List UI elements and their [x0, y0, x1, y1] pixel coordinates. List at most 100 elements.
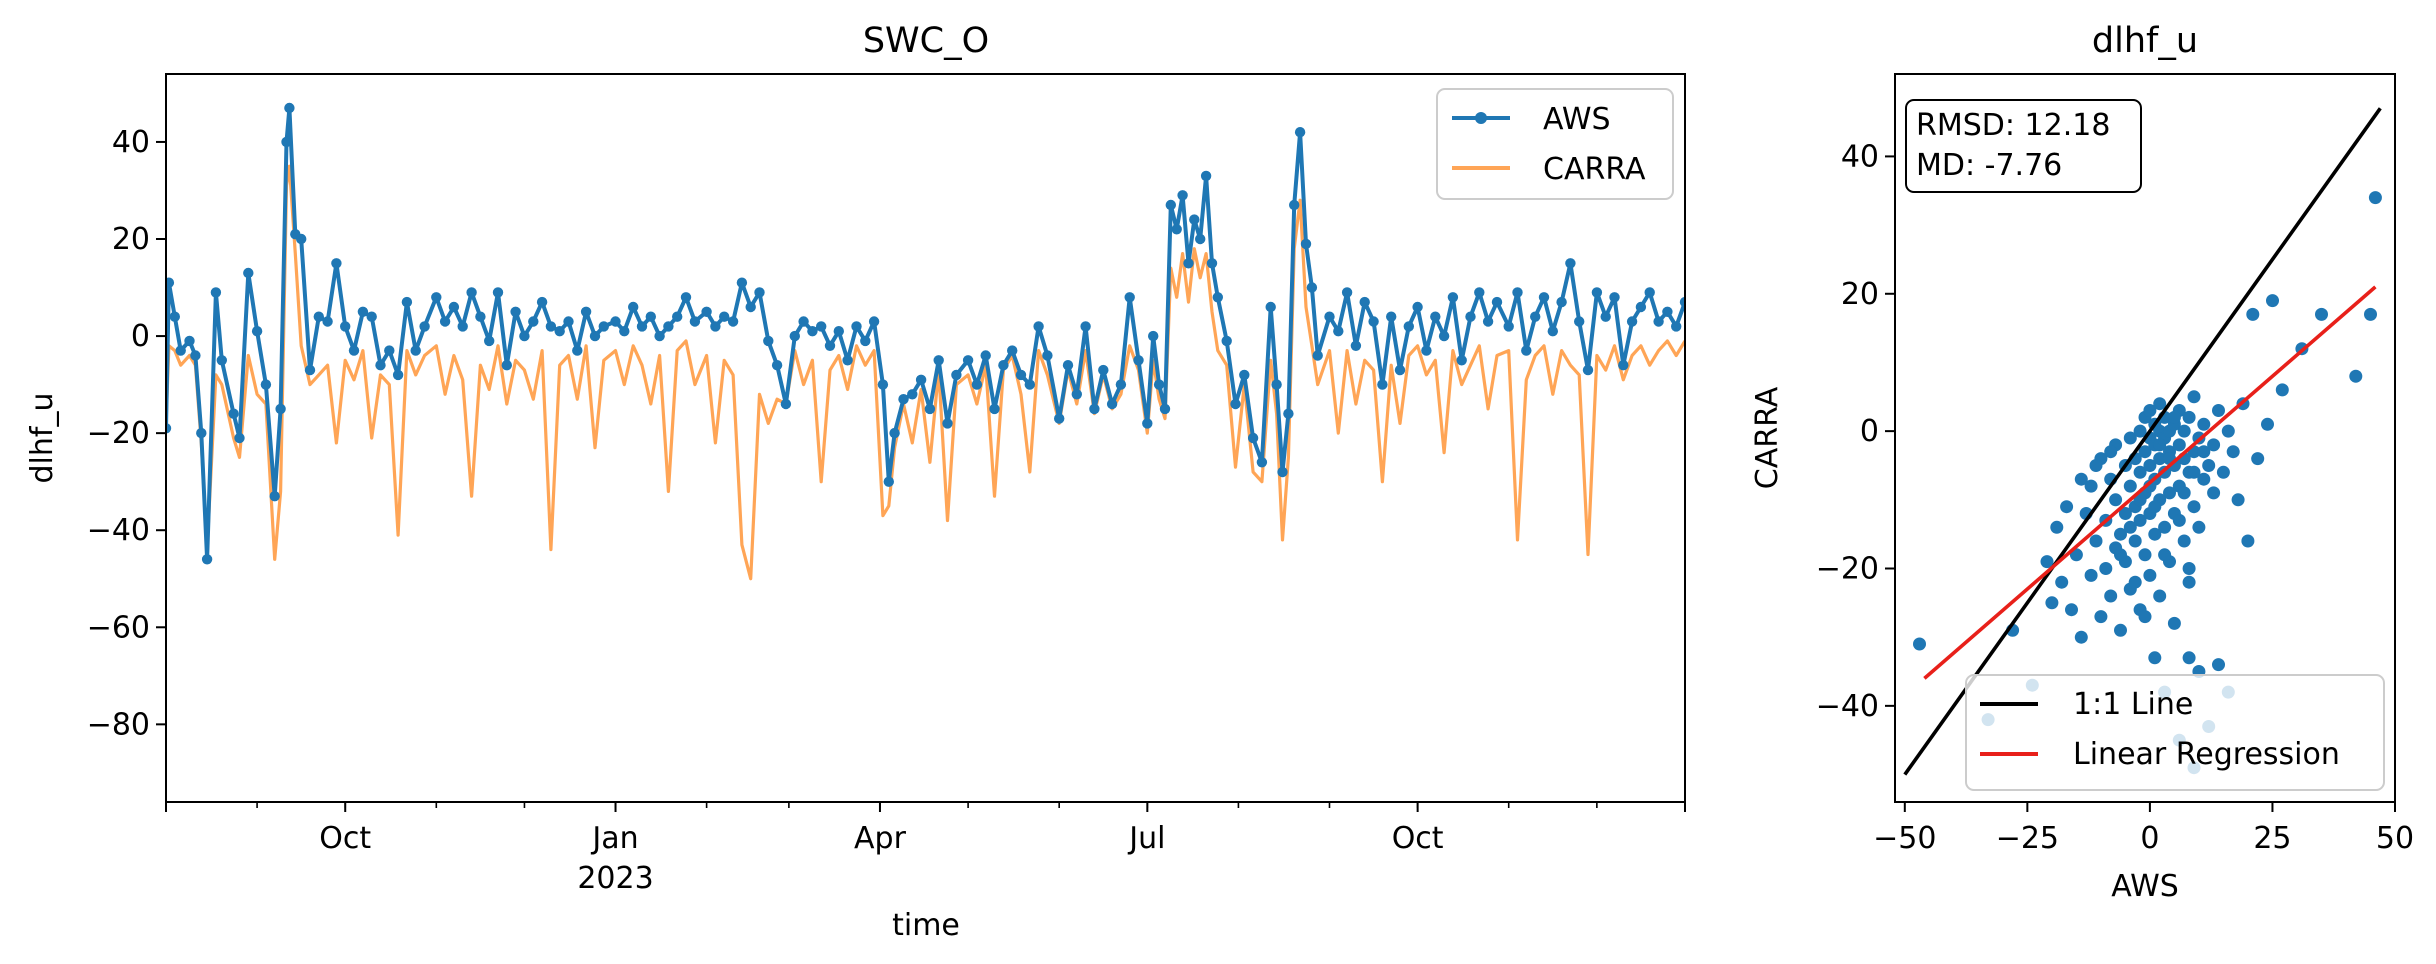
scatter-legend: 1:1 Line Linear Regression [1965, 674, 2385, 791]
scatter-point [2143, 479, 2157, 493]
scatter-point [2182, 651, 2196, 665]
series-aws-point [933, 355, 944, 366]
series-aws-point [243, 267, 254, 279]
series-aws-point [1289, 199, 1300, 211]
scatter-point [2148, 527, 2162, 541]
series-aws-point [322, 316, 333, 327]
series-aws-point [545, 321, 557, 332]
series-aws-point [763, 335, 774, 347]
series-aws-point [951, 369, 962, 381]
series-aws-point [898, 394, 909, 405]
series-aws-point [1600, 311, 1611, 322]
series-aws-point [340, 321, 351, 332]
series-aws-point [1386, 311, 1397, 322]
series-aws-point [1556, 296, 1567, 308]
series-aws-point [1306, 282, 1318, 293]
series-aws-point [1618, 360, 1629, 371]
one-to-one-line [1903, 107, 2382, 776]
scatter-point [2212, 658, 2225, 672]
timeseries-x-label: time [892, 908, 960, 943]
y-tick-label: −20 [1816, 551, 1879, 586]
series-aws-point [1206, 258, 1218, 269]
scatter-point [2133, 493, 2147, 507]
series-aws-point [680, 292, 692, 303]
series-aws-point [689, 316, 701, 327]
series-aws-point [1195, 233, 1206, 245]
scatter-point [2221, 424, 2235, 438]
series-aws-point [1574, 316, 1585, 327]
series-aws-point [1341, 287, 1353, 298]
series-aws-point [1503, 321, 1514, 332]
series-aws-point [942, 418, 953, 429]
series-aws-point [980, 350, 991, 361]
series-aws-point [384, 345, 395, 356]
y-tick-label: 20 [112, 222, 150, 257]
scatter-point [2241, 534, 2255, 548]
series-aws-point [492, 287, 504, 298]
scatter-plot-area [1903, 107, 2382, 776]
series-aws-point [536, 296, 548, 308]
series-aws-point [1221, 335, 1232, 347]
scatter-point [2138, 610, 2152, 624]
series-aws-point [628, 301, 639, 313]
stats-annotation-box [1905, 99, 2142, 193]
scatter-point [2094, 610, 2108, 624]
series-aws-point [166, 423, 172, 434]
scatter-point [2187, 465, 2201, 479]
scatter-point [2143, 459, 2157, 472]
series-aws-point [419, 321, 430, 332]
series-aws-point [1062, 360, 1074, 371]
timeseries-y-axis: 40 20 0 −20 −40 −60 −80 [87, 125, 166, 742]
scatter-point [2104, 445, 2118, 459]
series-aws-point [877, 379, 889, 390]
series-aws-point [281, 136, 292, 148]
series-aws-point [1007, 345, 1018, 356]
series-aws-point [824, 340, 836, 351]
scatter-legend-frame [1965, 674, 2385, 791]
series-aws-point [1430, 311, 1441, 322]
scatter-point [2182, 575, 2196, 589]
series-aws-point [663, 321, 674, 332]
series-aws-point [1547, 326, 1559, 337]
series-aws-point [719, 311, 730, 322]
series-aws-point [1033, 321, 1044, 332]
series-aws-point [1277, 466, 1288, 478]
series-aws-point [275, 403, 286, 415]
x-tick-label: Jul [1127, 821, 1165, 856]
legend-regression-label: Linear Regression [2073, 737, 2340, 772]
series-aws-point [284, 102, 295, 114]
series-aws-point [789, 330, 800, 342]
scatter-point [2167, 410, 2181, 424]
series-aws-point [1447, 292, 1459, 303]
rmsd-text: RMSD: 12.18 [1916, 108, 2110, 143]
scatter-point [2109, 541, 2123, 555]
scatter-point [2050, 520, 2064, 534]
series-aws-point [563, 316, 574, 327]
scatter-point [2177, 534, 2191, 548]
y-tick-label: 40 [112, 125, 150, 160]
series-aws-point [1256, 457, 1268, 468]
series-aws-point [228, 408, 239, 419]
series-aws-point [1635, 301, 1647, 313]
series-carra-line [166, 164, 1685, 581]
x-tick-label: −25 [1996, 821, 2059, 856]
series-aws-point [1265, 301, 1276, 313]
scatter-y-axis: 40 20 0 −20 −40 [1816, 139, 1895, 724]
scatter-point [2216, 465, 2230, 479]
series-aws-point [184, 335, 195, 347]
scatter-point [2275, 383, 2289, 397]
series-aws-point [1582, 364, 1594, 376]
scatter-point [2138, 548, 2152, 562]
series-aws-point [457, 321, 468, 332]
legend-aws-label: AWS [1543, 102, 1611, 137]
series-aws-point [348, 345, 360, 356]
y-tick-label: −80 [87, 707, 150, 742]
scatter-point [2315, 307, 2328, 321]
series-aws-point [201, 554, 213, 565]
series-aws-point [1609, 292, 1620, 303]
series-aws-point [868, 316, 880, 327]
scatter-point [2187, 390, 2201, 404]
scatter-point [2089, 534, 2103, 548]
series-aws-point [1644, 287, 1655, 298]
series-aws-point [842, 355, 853, 366]
